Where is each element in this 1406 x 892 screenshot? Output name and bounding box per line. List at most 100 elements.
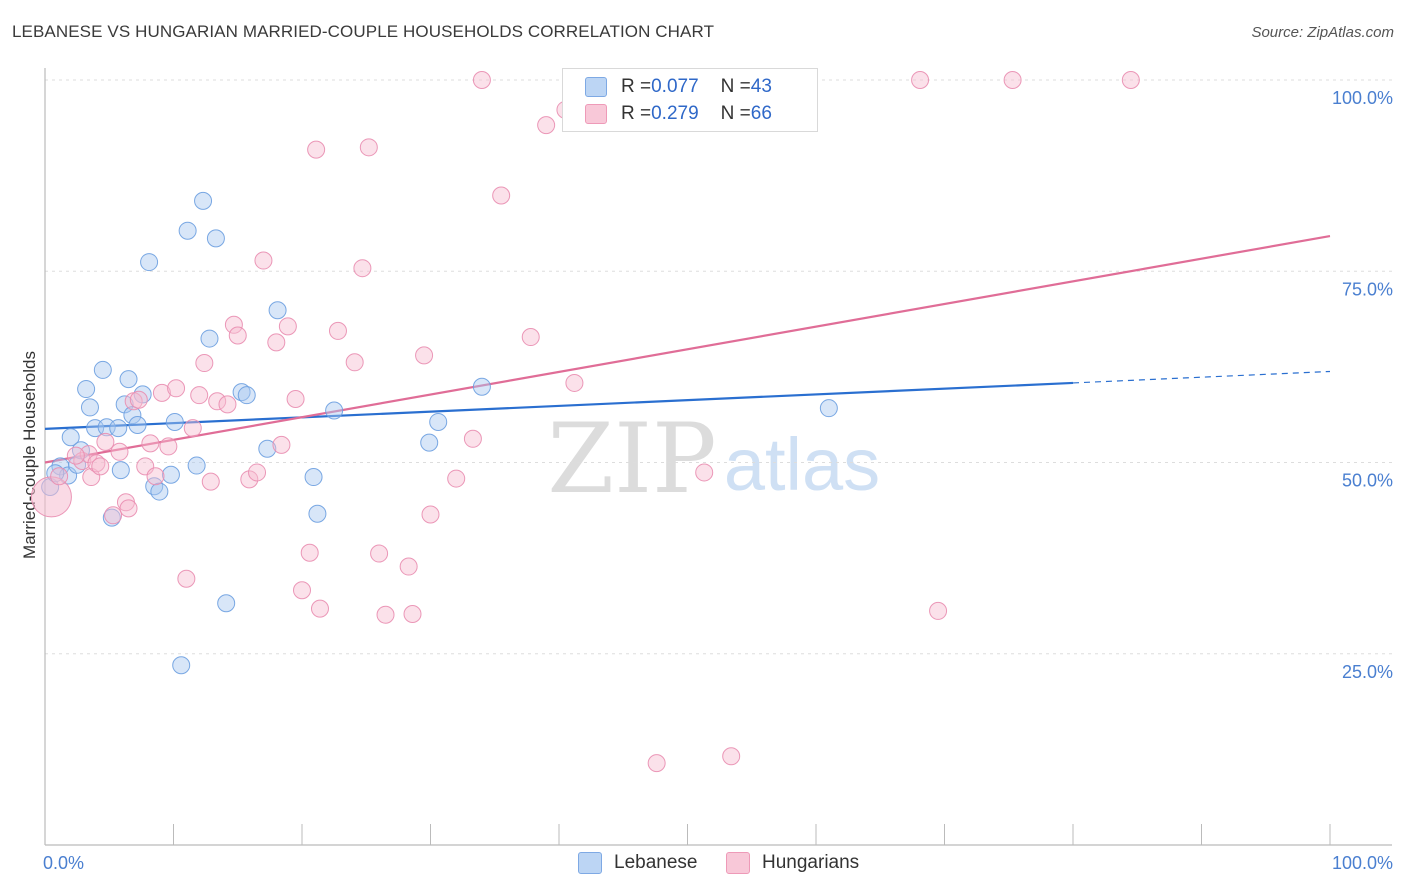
point-hungarians [286,390,305,409]
point-lebanese [150,482,169,501]
point-lebanese [200,329,219,348]
point-hungarians [208,392,227,411]
point-hungarians [376,605,395,624]
point-lebanese [172,656,191,675]
point-lebanese [472,377,491,396]
point-lebanese [140,253,159,272]
point-lebanese [128,416,147,435]
y-tick-label: 25.0% [1342,662,1393,682]
point-lebanese [109,419,128,438]
point-lebanese [268,301,287,320]
legend-swatch-hungarians [585,104,607,124]
point-hungarians [159,437,178,456]
point-hungarians [248,463,267,482]
watermark: ZIP atlas [547,403,880,515]
point-lebanese [119,370,138,389]
point-lebanese [111,461,130,480]
point-lebanese [304,468,323,487]
point-lebanese [165,412,184,431]
point-lebanese [80,398,99,417]
point-hungarians [300,543,319,562]
point-hungarians [929,601,948,620]
point-lebanese [232,383,251,402]
point-hungarians [50,467,69,486]
bottom-legend-label-hungarians: Hungarians [762,852,860,873]
point-hungarians [152,383,171,402]
point-hungarians [224,315,243,334]
y-tick-label: 100.0% [1332,88,1393,108]
point-hungarians [647,754,666,773]
point-hungarians [370,544,389,563]
point-hungarians [359,138,378,157]
point-hungarians [228,326,247,345]
point-lebanese [258,439,277,458]
point-hungarians [267,333,286,352]
point-hungarians [201,472,220,491]
legend-box: R = 0.077 N = 43 R = 0.279 N = 66 [562,68,818,132]
bottom-legend-swatch-lebanese [578,852,602,874]
point-hungarians [66,446,85,465]
point-hungarians [415,346,434,365]
point-hungarians [695,463,714,482]
point-hungarians [537,116,556,135]
legend-swatch-lebanese [585,77,607,97]
chart-title: LEBANESE VS HUNGARIAN MARRIED-COUPLE HOU… [12,22,715,41]
point-hungarians [722,747,741,766]
x-tick-label-min: 0.0% [43,853,84,873]
point-hungarians [421,505,440,524]
point-hungarians [403,604,422,623]
point-hungarians [399,557,418,576]
point-hungarians [565,373,584,392]
point-lebanese [217,594,236,613]
legend-r-label: R = [621,76,652,97]
point-lebanese [420,433,439,452]
point-hungarians [110,442,129,461]
trendline-hungarians [44,234,1331,464]
legend-row-hungarians: R = 0.279 N = 66 [585,101,772,127]
trendline-extension-lebanese [1072,370,1331,384]
point-hungarians [278,317,297,336]
point-hungarians [141,434,160,453]
point-hungarians [79,445,98,464]
y-tick-label: 50.0% [1342,471,1393,491]
point-hungarians [447,469,466,488]
point-lebanese [145,477,164,496]
point-hungarians [521,328,540,347]
point-hungarians [307,140,326,159]
point-hungarians [1121,71,1140,89]
legend-n-value-lebanese: 43 [750,76,772,97]
bottom-legend-swatch-hungarians [726,852,750,874]
point-lebanese [819,399,838,418]
point-hungarians [96,432,115,451]
point-hungarians [177,569,196,588]
point-hungarians [463,429,482,448]
bottom-legend-lebanese: Lebanese [578,850,697,876]
point-hungarians [146,467,165,486]
axes [44,68,1392,846]
bottom-legend-hungarians: Hungarians [726,850,859,876]
point-hungarians [183,419,202,438]
point-hungarians [104,506,123,525]
bottom-legend-label-lebanese: Lebanese [614,852,698,873]
point-lebanese [161,465,180,484]
point-lebanese [93,360,112,379]
tick-labels: 25.0% 50.0% 75.0% 100.0% 0.0% 100.0% [43,88,1393,873]
point-lebanese [237,386,256,405]
point-lebanese [61,428,80,447]
point-lebanese [429,412,448,431]
point-hungarians [345,353,364,372]
point-hungarians [293,581,311,600]
y-tick-label: 75.0% [1342,279,1393,299]
gridlines [45,79,1392,655]
legend-n-value-hungarians: 66 [750,103,772,124]
point-lebanese [325,401,344,420]
legend-row-lebanese: R = 0.077 N = 43 [585,74,772,100]
point-lebanese [123,406,142,425]
source-label: Source: ZipAtlas.com [1251,24,1394,41]
data-points [30,71,1140,773]
point-hungarians [30,476,72,518]
point-hungarians [310,599,329,618]
point-hungarians [218,395,237,414]
point-hungarians [353,259,372,278]
point-hungarians [119,499,138,518]
